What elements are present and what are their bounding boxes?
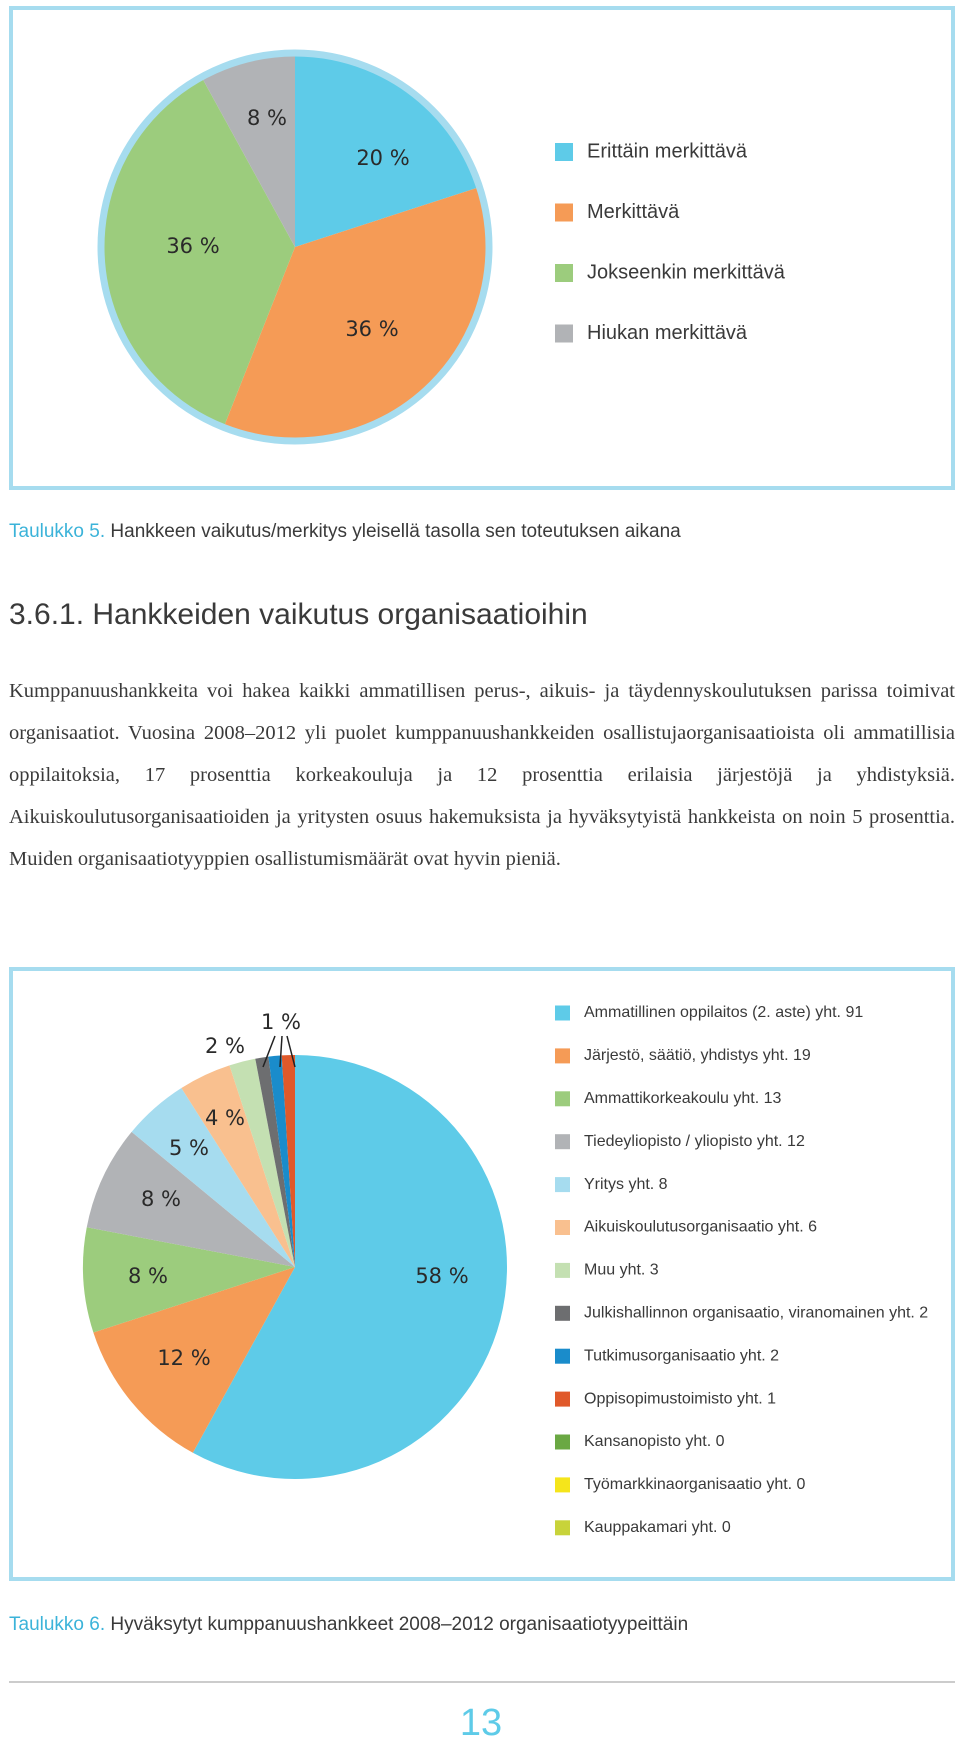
legend-swatch bbox=[555, 1177, 570, 1193]
legend-swatch bbox=[555, 1048, 570, 1064]
pie-slice bbox=[295, 56, 477, 247]
pie-slice bbox=[255, 1056, 295, 1267]
slice-label: 4 % bbox=[205, 1106, 245, 1130]
legend-label: Kauppakamari yht. 0 bbox=[584, 1519, 731, 1536]
pie-slice bbox=[281, 1055, 295, 1267]
legend-label: Julkishallinnon organisaatio, viranomain… bbox=[584, 1305, 928, 1322]
legend-swatch bbox=[555, 324, 573, 343]
caption-text: Hankkeen vaikutus/merkitys yleisellä tas… bbox=[110, 521, 681, 542]
legend-label: Tiedeyliopisto / yliopisto yht. 12 bbox=[584, 1133, 805, 1150]
paragraph: Kumppanuushankkeita voi hakea kaikki amm… bbox=[9, 680, 955, 870]
label-pointer bbox=[286, 1035, 296, 1068]
pie-slice bbox=[181, 1065, 295, 1267]
pie-slice bbox=[86, 1131, 296, 1267]
legend-swatch bbox=[555, 1134, 570, 1150]
pie-slice bbox=[93, 1267, 295, 1453]
slice-label: 8 % bbox=[128, 1264, 168, 1288]
legend-label: Työmarkkinaorganisaatio yht. 0 bbox=[584, 1476, 806, 1493]
pie-slice bbox=[229, 1058, 295, 1267]
slice-label: 8 % bbox=[247, 106, 287, 130]
legend-label: Hiukan merkittävä bbox=[587, 322, 748, 344]
legend-swatch bbox=[555, 1434, 570, 1450]
legend-label: Oppisopimustoimisto yht. 1 bbox=[584, 1390, 776, 1407]
legend-swatch bbox=[555, 143, 573, 161]
pie-slice bbox=[82, 1227, 295, 1333]
caption-label: Taulukko 6. bbox=[9, 1614, 105, 1635]
legend-swatch bbox=[555, 203, 573, 222]
legend-label: Yritys yht. 8 bbox=[584, 1176, 668, 1193]
pie-slice bbox=[268, 1055, 295, 1267]
caption: Taulukko 6. Hyväksytyt kumppanuushankkee… bbox=[9, 1614, 688, 1635]
label-pointer bbox=[279, 1035, 283, 1068]
legend-label: Merkittävä bbox=[587, 201, 680, 223]
legend-swatch bbox=[555, 1305, 570, 1321]
legend-label: Jokseenkin merkittävä bbox=[587, 261, 786, 283]
legend-label: Aikuiskoulutusorganisaatio yht. 6 bbox=[584, 1219, 817, 1236]
legend-swatch bbox=[555, 1005, 570, 1021]
pie-slice bbox=[104, 79, 295, 425]
legend-swatch bbox=[555, 1091, 570, 1107]
slice-label: 1 % bbox=[261, 1010, 301, 1034]
legend-label: Muu yht. 3 bbox=[584, 1262, 659, 1279]
slice-label: 12 % bbox=[157, 1346, 210, 1370]
pie-ring bbox=[97, 49, 493, 445]
slice-label: 58 % bbox=[415, 1264, 468, 1288]
legend-swatch bbox=[555, 1262, 570, 1278]
slice-label: 36 % bbox=[166, 234, 219, 258]
pie-slice bbox=[131, 1088, 295, 1267]
caption-label: Taulukko 5. bbox=[9, 521, 105, 542]
caption: Taulukko 5. Hankkeen vaikutus/merkitys y… bbox=[9, 521, 681, 542]
legend-swatch bbox=[555, 1520, 570, 1536]
pie-slice bbox=[202, 56, 295, 247]
legend-label: Ammattikorkeakoulu yht. 13 bbox=[584, 1090, 782, 1107]
legend-swatch bbox=[555, 1391, 570, 1407]
pie-slice bbox=[192, 1055, 507, 1479]
slice-label: 2 % bbox=[205, 1034, 245, 1058]
legend-label: Erittäin merkittävä bbox=[587, 140, 748, 162]
legend-label: Ammatillinen oppilaitos (2. aste) yht. 9… bbox=[584, 1004, 863, 1021]
caption-text: Hyväksytyt kumppanuushankkeet 2008–2012 … bbox=[110, 1614, 688, 1635]
slice-label: 20 % bbox=[356, 146, 409, 170]
legend-label: Järjestö, säätiö, yhdistys yht. 19 bbox=[584, 1047, 811, 1064]
label-pointer bbox=[262, 1035, 276, 1068]
page-number: 13 bbox=[460, 1702, 502, 1744]
legend-swatch bbox=[555, 1348, 570, 1364]
chart-frame bbox=[9, 967, 955, 1581]
legend-swatch bbox=[555, 1477, 570, 1493]
legend-label: Kansanopisto yht. 0 bbox=[584, 1433, 725, 1450]
slice-label: 5 % bbox=[169, 1136, 209, 1160]
pie-slice bbox=[224, 187, 486, 438]
legend-swatch bbox=[555, 1220, 570, 1235]
chart-frame bbox=[9, 6, 955, 490]
slice-label: 36 % bbox=[345, 317, 398, 341]
section-heading: 3.6.1. Hankkeiden vaikutus organisaatioi… bbox=[9, 598, 588, 631]
slice-label: 8 % bbox=[141, 1187, 181, 1211]
legend-swatch bbox=[555, 264, 573, 282]
legend-label: Tutkimusorganisaatio yht. 2 bbox=[584, 1347, 779, 1364]
